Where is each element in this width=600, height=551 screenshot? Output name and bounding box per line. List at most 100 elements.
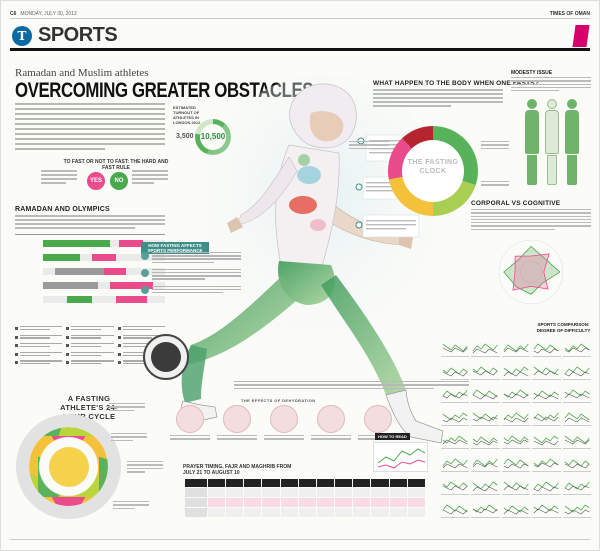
flag-icon (66, 335, 70, 339)
cycle-note (113, 501, 149, 511)
sport-mini-chart (441, 497, 470, 518)
timeline-bar (15, 253, 165, 262)
sport-mini-chart (471, 336, 500, 357)
prayer-table-cell (371, 508, 389, 517)
sport-mini-plot (564, 481, 590, 491)
dehydration-title: THE EFFECTS OF DEHYDRATION (241, 398, 316, 403)
ramadan-bar-fill (116, 296, 147, 303)
sport-mini-chart (532, 336, 561, 357)
athlete-entry (66, 360, 114, 366)
muscle-icon (270, 405, 298, 433)
prayer-table-header (208, 479, 226, 487)
bar-fill (43, 282, 98, 289)
radar-grid-ring (509, 250, 553, 294)
prayer-table-cell (208, 488, 226, 497)
section-header: T SPORTS (10, 23, 590, 51)
athlete-entry (66, 326, 114, 332)
sport-mini-chart (471, 428, 500, 449)
sport-mini-plot (473, 366, 498, 376)
muslim-athletes-count: 3,500 (176, 133, 194, 140)
ramadan-bar-fill (118, 240, 144, 247)
sport-mini-plot (533, 458, 559, 468)
modesty-text (511, 77, 591, 93)
flag-icon (66, 361, 70, 365)
flag-icon (117, 344, 121, 348)
sport-mini-chart (501, 405, 531, 426)
sport-mini-plot (564, 389, 590, 399)
sport-mini-plot (533, 390, 559, 400)
flag-icon (66, 352, 70, 356)
sport-mini-chart (562, 428, 591, 449)
how-fasting-title: HOW FASTING AFFECTS SPORTS PERFORMANCE (141, 242, 209, 254)
sport-mini-plot (564, 412, 590, 423)
sport-mini-chart (441, 451, 470, 472)
hijab-athlete-icon (525, 99, 539, 187)
sport-mini-chart (471, 474, 500, 495)
turnout-label: ESTIMATED TURNOUT OF ATHLETES IN LONDON … (173, 105, 201, 125)
how-fasting-items (141, 252, 241, 322)
prayer-table-header (407, 479, 425, 487)
fasting-clock-chart: THE FASTING CLOCK (388, 126, 478, 216)
sport-mini-chart (501, 428, 531, 449)
prayer-table-cell (262, 508, 280, 517)
prayer-table-cell (226, 498, 244, 507)
sport-mini-plot (442, 343, 468, 353)
sport-mini-chart (501, 336, 531, 357)
runner-illustration (180, 75, 451, 444)
london-2012-logo-icon (572, 25, 590, 47)
sport-mini-plot (473, 436, 498, 446)
prayer-table-cell (280, 508, 298, 517)
paper-logo-icon: T (12, 26, 32, 46)
prayer-table-header (316, 479, 335, 487)
sport-mini-plot (473, 481, 498, 492)
sports-comparison-grid (441, 336, 591, 518)
article-headline: OVERCOMING GREATER OBSTACLES (15, 79, 314, 102)
timeline-bar (15, 281, 165, 290)
radar-series (512, 253, 550, 291)
prayer-timing-title: PRAYER TIMING, FAJR AND MAGHRIB FROM JUL… (183, 464, 292, 476)
sport-mini-plot (503, 366, 529, 377)
sport-mini-plot (442, 435, 468, 445)
sport-mini-chart (471, 405, 500, 426)
flag-icon (66, 344, 70, 348)
sport-mini-chart (562, 382, 591, 403)
sport-mini-chart (441, 474, 470, 495)
sport-mini-chart (501, 382, 531, 403)
athlete-entry (15, 334, 63, 341)
sport-mini-chart (471, 497, 500, 518)
page-footer (10, 539, 590, 545)
bar-fill (67, 296, 92, 303)
athlete-entry (117, 343, 165, 349)
sport-mini-chart (441, 428, 470, 449)
athlete-entry (66, 343, 114, 349)
hydration-text (234, 381, 469, 391)
sport-mini-plot (503, 505, 529, 515)
timeline-bar (15, 267, 165, 276)
sport-mini-chart (532, 474, 561, 495)
cycle-note (109, 403, 145, 413)
paper-name: TIMES OF OMAN (549, 10, 590, 17)
flag-icon (15, 335, 18, 339)
athlete-entry (15, 343, 63, 349)
sport-mini-chart (532, 382, 561, 403)
how-to-read-title: HOW TO READ (375, 433, 410, 440)
prayer-table-cell (226, 508, 244, 517)
prayer-table-header (335, 479, 353, 487)
sport-mini-plot (533, 435, 559, 446)
prayer-table-cell (262, 488, 280, 497)
prayer-table-header (298, 479, 316, 487)
sport-mini-chart (562, 451, 591, 472)
muscle-icon (141, 285, 149, 294)
sport-mini-plot (503, 481, 529, 491)
prayer-table-cell (226, 488, 244, 497)
prayer-table-cell (389, 498, 407, 507)
cycle-note (127, 461, 163, 475)
sport-mini-chart (562, 405, 591, 426)
sport-mini-plot (472, 458, 499, 468)
corporal-radar-chart (498, 239, 564, 305)
glucose-gauge (143, 334, 189, 380)
prayer-table-cell (185, 488, 207, 497)
fast-no-notes (132, 170, 168, 192)
article-kicker: Ramadan and Muslim athletes (15, 67, 149, 79)
sport-mini-chart (532, 451, 561, 472)
